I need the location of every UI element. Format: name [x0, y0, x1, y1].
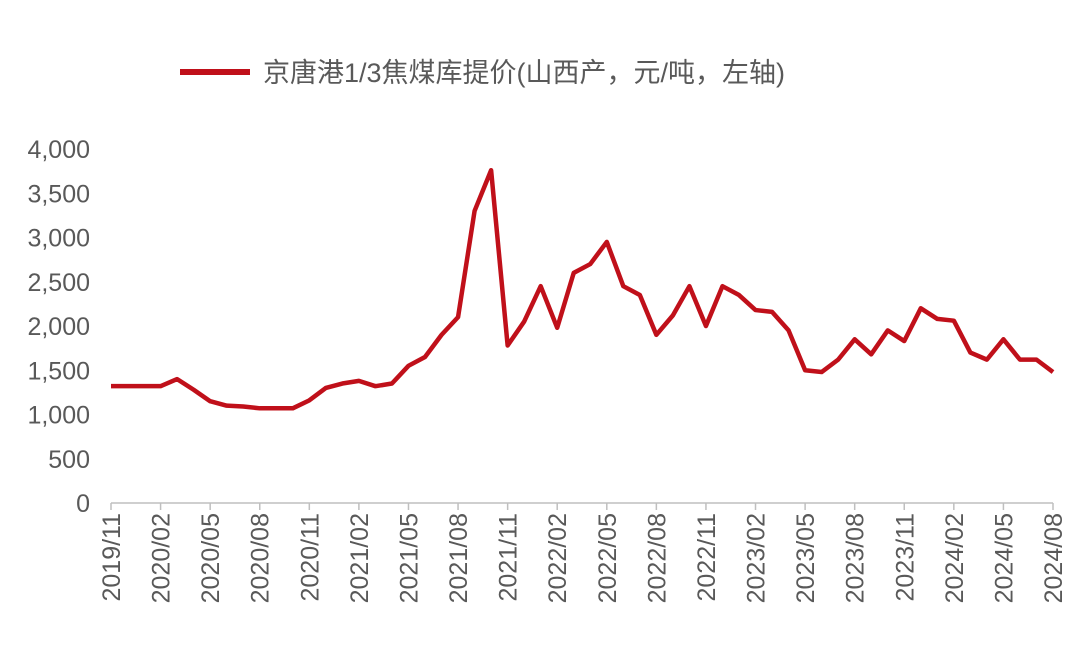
series-line	[111, 167, 1055, 411]
y-tick-label: 3,000	[27, 225, 90, 253]
y-tick-label: 4,000	[27, 136, 90, 164]
x-tick-label: 2024/08	[1040, 513, 1068, 603]
x-tick-label: 2024/02	[941, 513, 969, 603]
x-tick-label: 2023/11	[891, 513, 919, 602]
x-tick-label: 2022/08	[643, 513, 671, 603]
x-tick-label: 2020/02	[148, 513, 176, 603]
x-tick-label: 2020/08	[247, 513, 275, 603]
y-tick-label: 500	[48, 446, 90, 474]
x-tick-label: 2021/02	[346, 513, 374, 603]
x-tick-label: 2023/02	[743, 513, 771, 603]
x-tick-label: 2022/11	[693, 513, 721, 602]
legend-label: 京唐港1/3焦煤库提价(山西产，元/吨，左轴)	[263, 58, 785, 88]
x-tick-label: 2019/11	[98, 513, 126, 602]
y-tick-label: 0	[76, 490, 90, 518]
x-tick-label: 2021/05	[395, 513, 423, 603]
x-tick-label: 2021/08	[445, 513, 473, 603]
x-tick-label: 2022/05	[594, 513, 622, 603]
y-tick-label: 3,500	[27, 180, 90, 208]
y-tick-label: 1,000	[27, 402, 90, 430]
y-tick-label: 1,500	[27, 357, 90, 385]
y-tick-label: 2,000	[27, 313, 90, 341]
x-tick-label: 2020/05	[197, 513, 225, 603]
x-tick-label: 2024/05	[990, 513, 1018, 603]
y-tick-label: 2,500	[27, 269, 90, 297]
x-tick-label: 2023/08	[842, 513, 870, 603]
x-tick-label: 2020/11	[296, 513, 324, 602]
x-tick-label: 2021/11	[495, 513, 523, 602]
x-tick-label: 2023/05	[792, 513, 820, 603]
x-tick-label: 2022/02	[544, 513, 572, 603]
